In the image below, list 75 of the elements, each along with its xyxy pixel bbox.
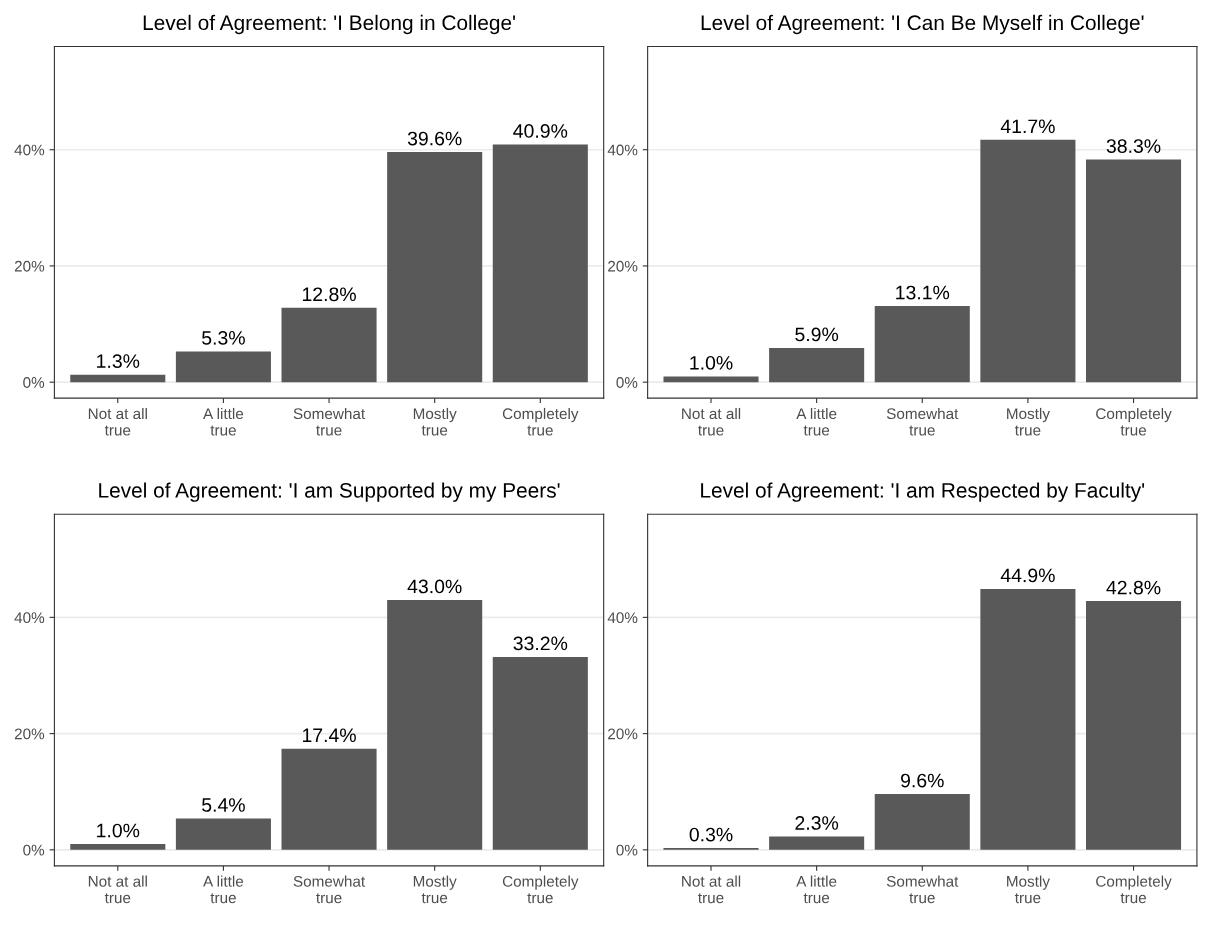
data-label: 40.9%	[513, 124, 568, 138]
data-label: 42.8%	[1106, 580, 1161, 595]
y-tick-label: 20%	[608, 728, 638, 740]
chart-title: Level of Agreement: 'I am Respected by Faculty'	[701, 482, 1145, 502]
bar	[980, 139, 1076, 383]
x-tick-label: Not at all true	[88, 407, 147, 436]
x-tick-label: Mostly true	[413, 407, 457, 436]
x-tick-label: Mostly true	[1007, 875, 1050, 904]
bar	[492, 144, 588, 383]
x-tick-label: A little true	[203, 407, 244, 436]
data-label: 5.4%	[202, 798, 245, 812]
y-tick-label: 40%	[607, 612, 638, 624]
bar	[387, 152, 483, 383]
bar	[874, 794, 970, 850]
y-tick-label: 20%	[14, 260, 45, 272]
chart-title: Level of Agreement: 'I Can Be Myself in College'	[701, 14, 1144, 35]
bar	[663, 376, 759, 383]
bar	[70, 844, 166, 850]
x-tick-label: Mostly true	[413, 875, 457, 904]
x-tick-label: Somewhat true	[886, 875, 959, 904]
bar	[175, 351, 271, 383]
y-tick-label: 20%	[14, 728, 45, 740]
bar	[281, 307, 377, 383]
data-label: 0.3%	[689, 827, 733, 842]
x-tick-label: A little true	[796, 407, 837, 436]
bar	[492, 656, 588, 850]
data-label: 13.1%	[896, 285, 950, 300]
bar	[769, 836, 865, 850]
bar	[70, 374, 166, 383]
bar	[874, 306, 970, 383]
x-tick-label: Somewhat true	[293, 875, 366, 904]
data-label: 33.2%	[513, 636, 568, 651]
x-tick-label: A little true	[203, 875, 244, 904]
x-tick-label: Completely true	[502, 875, 579, 904]
data-label: 2.3%	[795, 816, 839, 830]
data-label: 1.3%	[97, 354, 140, 369]
bar	[281, 748, 377, 850]
bar	[387, 599, 483, 850]
chart-title: Level of Agreement: 'I am Supported by my Peers'	[99, 482, 560, 502]
data-label: 17.4%	[302, 728, 356, 743]
y-tick-label: 0%	[23, 377, 45, 388]
bar	[175, 818, 271, 850]
x-tick-label: Completely true	[1096, 875, 1172, 904]
bar	[769, 347, 865, 383]
bar	[980, 588, 1076, 850]
x-tick-label: Mostly true	[1007, 407, 1050, 436]
bar	[1086, 159, 1182, 383]
chart-title: Level of Agreement: 'I Belong in College'	[143, 14, 515, 35]
x-tick-label: Somewhat true	[886, 407, 959, 436]
data-label: 12.8%	[302, 287, 356, 302]
y-tick-label: 20%	[608, 260, 638, 272]
data-label: 1.0%	[690, 355, 733, 370]
data-label: 38.3%	[1106, 139, 1161, 153]
data-label: 5.9%	[795, 327, 839, 342]
data-label: 39.6%	[407, 131, 462, 146]
x-tick-label: Completely true	[1096, 407, 1172, 436]
y-tick-label: 40%	[607, 144, 638, 156]
x-tick-label: Somewhat true	[293, 407, 366, 436]
x-tick-label: Completely true	[502, 407, 579, 436]
data-label: 5.3%	[202, 331, 245, 345]
x-tick-label: Not at all true	[682, 407, 741, 436]
x-tick-label: A little true	[796, 875, 837, 904]
x-tick-label: Not at all true	[88, 875, 147, 904]
y-tick-label: 40%	[14, 144, 45, 156]
x-tick-label: Not at all true	[682, 875, 741, 904]
y-tick-label: 40%	[14, 612, 45, 624]
data-label: 43.0%	[407, 579, 462, 594]
data-label: 44.9%	[1000, 568, 1055, 583]
bar	[1086, 601, 1182, 850]
y-tick-label: 0%	[616, 844, 638, 856]
data-label: 1.0%	[97, 823, 140, 838]
y-tick-label: 0%	[23, 844, 45, 856]
data-label: 9.6%	[901, 773, 944, 788]
data-label: 41.7%	[1000, 119, 1055, 134]
y-tick-label: 0%	[616, 377, 638, 388]
